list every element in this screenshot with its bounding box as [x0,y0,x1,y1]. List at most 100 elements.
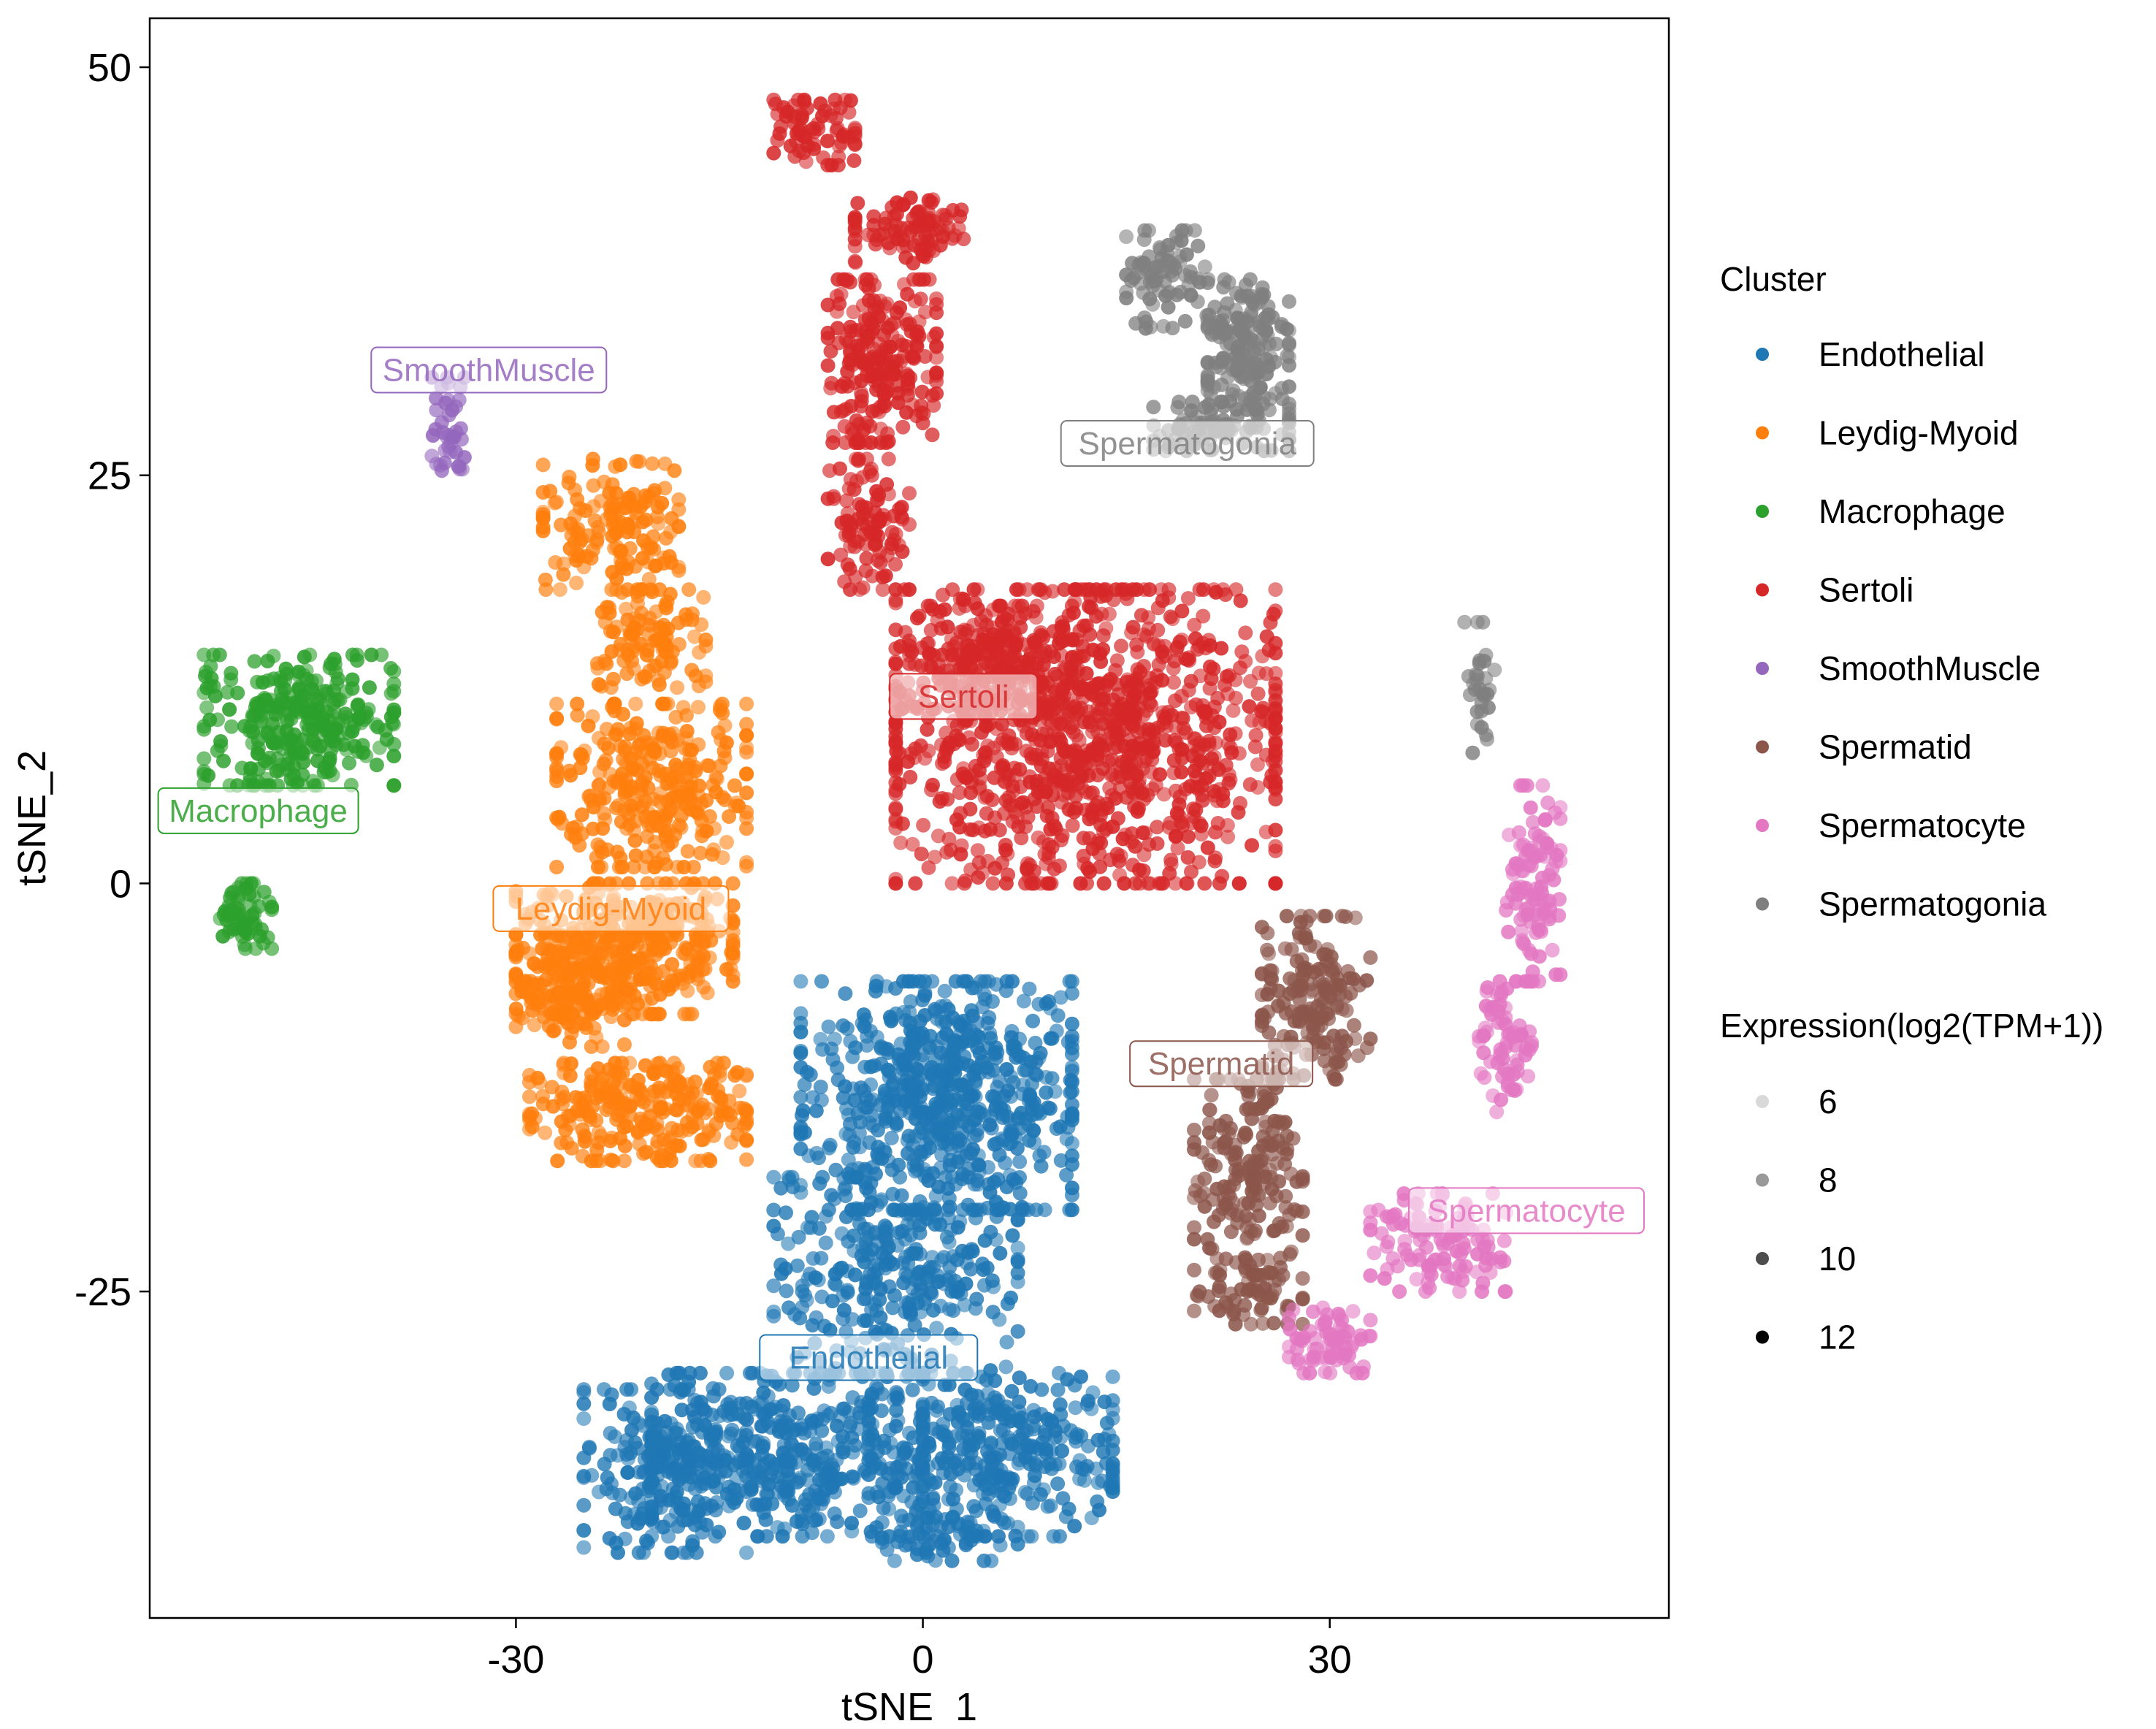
data-point [1064,1148,1079,1164]
data-point [659,1438,674,1453]
data-point [952,1527,968,1542]
data-point [614,860,630,874]
data-point [931,1424,947,1440]
data-point [902,1537,917,1552]
data-point [907,1037,922,1052]
data-point [838,1188,853,1204]
data-point [913,291,928,307]
data-point [914,1121,930,1136]
data-point [1044,1413,1059,1429]
data-point [787,115,802,131]
data-point [621,1451,636,1466]
data-point [879,385,894,400]
data-point [969,1104,985,1119]
data-point [655,850,670,866]
data-point [605,1485,620,1500]
data-point [745,1365,760,1381]
data-point [599,931,613,947]
data-point [1031,1441,1047,1457]
data-point [862,1449,877,1464]
data-point [1027,1468,1042,1484]
data-point [550,1153,565,1169]
data-point [702,1123,717,1138]
data-point [1101,1427,1117,1442]
data-point [562,541,578,556]
data-point [763,1420,779,1435]
data-point [879,1230,894,1245]
data-point [1064,1180,1079,1196]
data-point [957,1020,973,1036]
data-point [957,1093,972,1109]
data-point [609,801,624,816]
data-point [1130,644,1145,660]
data-point [1063,1423,1079,1438]
data-point [1004,1023,1020,1039]
data-point [624,653,640,668]
data-point [671,1472,687,1487]
data-point [844,1415,858,1430]
data-point [1042,1101,1058,1116]
data-point [616,1407,632,1421]
data-point [617,1531,632,1546]
data-point [891,538,906,553]
data-point [944,1141,959,1156]
data-point [916,406,931,421]
data-point [969,1291,985,1307]
data-point [859,551,874,566]
data-point [329,737,344,752]
data-point [822,1137,838,1153]
data-point [952,209,968,224]
data-point [940,1051,955,1066]
data-point [726,1457,741,1473]
data-point [857,1313,872,1328]
data-point [992,1312,1007,1327]
data-point [1134,608,1149,623]
data-point [863,1195,879,1210]
data-point [847,215,863,230]
data-point [620,582,635,598]
data-point [1011,1110,1026,1125]
data-point [929,326,944,341]
data-point [649,1115,665,1131]
data-point [628,848,643,863]
data-point [793,1045,808,1061]
data-point [633,636,648,652]
data-point [681,582,697,598]
data-point [591,1125,606,1140]
data-point [1105,1481,1120,1496]
data-point [1026,1421,1041,1437]
data-point [866,218,882,233]
data-point [739,785,754,801]
data-point [690,1445,706,1460]
data-point [641,489,657,504]
data-point [861,1490,876,1505]
data-point [905,1382,920,1397]
data-point [647,744,662,760]
data-point [917,1169,933,1184]
data-point [1146,722,1161,738]
data-point [602,1531,617,1546]
data-point [889,1402,904,1418]
data-point [329,676,345,691]
data-point [820,330,836,346]
data-point [1052,1397,1068,1412]
data-point [534,941,549,956]
data-point [876,327,892,343]
data-point [903,190,918,205]
data-point [623,751,638,766]
data-point [890,195,905,210]
data-point [836,1445,851,1459]
data-point [830,121,845,136]
data-point [1044,1443,1059,1459]
data-point [584,1467,600,1483]
data-point [695,828,710,844]
data-point [353,715,369,730]
data-point [821,1019,836,1034]
data-point [1028,1035,1043,1050]
data-point [739,1484,754,1499]
data-point [791,1405,806,1421]
data-point [337,706,353,722]
data-point [635,1007,650,1022]
data-point [649,604,664,619]
data-point [605,1153,621,1169]
